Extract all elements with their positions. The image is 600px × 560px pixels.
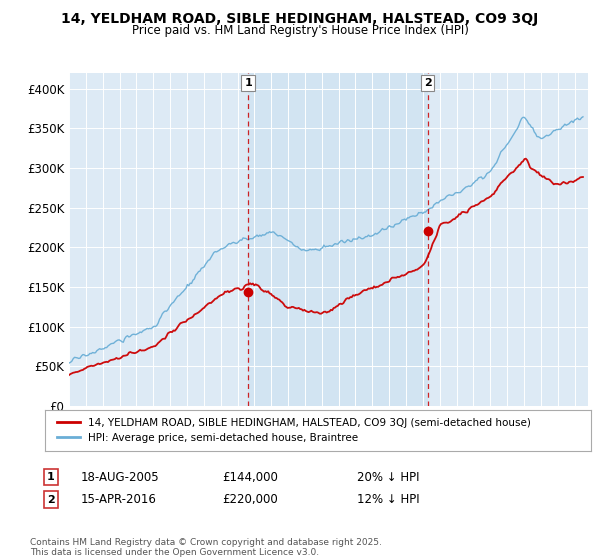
Text: Contains HM Land Registry data © Crown copyright and database right 2025.
This d: Contains HM Land Registry data © Crown c…: [30, 538, 382, 557]
Text: Price paid vs. HM Land Registry's House Price Index (HPI): Price paid vs. HM Land Registry's House …: [131, 24, 469, 36]
Text: 18-AUG-2005: 18-AUG-2005: [81, 470, 160, 484]
Text: 1: 1: [244, 78, 252, 88]
Text: 14, YELDHAM ROAD, SIBLE HEDINGHAM, HALSTEAD, CO9 3QJ: 14, YELDHAM ROAD, SIBLE HEDINGHAM, HALST…: [61, 12, 539, 26]
Text: 20% ↓ HPI: 20% ↓ HPI: [357, 470, 419, 484]
Text: 12% ↓ HPI: 12% ↓ HPI: [357, 493, 419, 506]
Text: £144,000: £144,000: [222, 470, 278, 484]
Text: 15-APR-2016: 15-APR-2016: [81, 493, 157, 506]
Legend: 14, YELDHAM ROAD, SIBLE HEDINGHAM, HALSTEAD, CO9 3QJ (semi-detached house), HPI:: 14, YELDHAM ROAD, SIBLE HEDINGHAM, HALST…: [53, 414, 535, 447]
Bar: [248, 73, 428, 406]
Text: £220,000: £220,000: [222, 493, 278, 506]
Text: 2: 2: [424, 78, 431, 88]
Text: 2: 2: [47, 494, 55, 505]
Text: 1: 1: [47, 472, 55, 482]
